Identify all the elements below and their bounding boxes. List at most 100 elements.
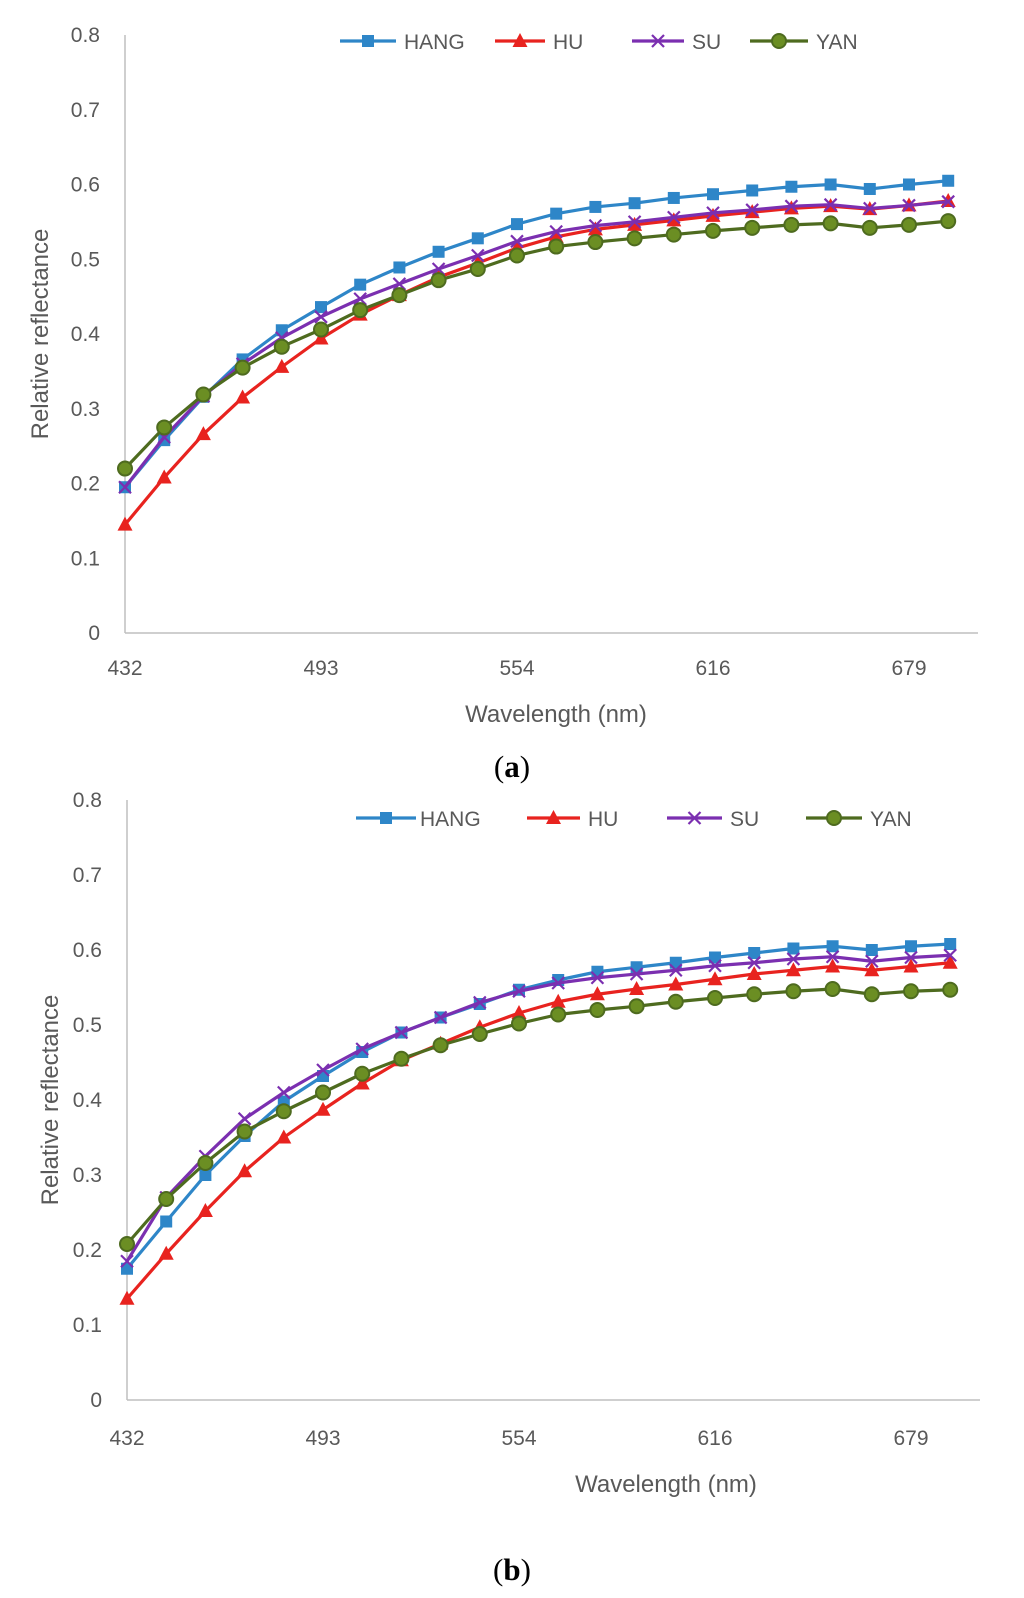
chart-b-hu-point bbox=[903, 958, 919, 973]
chart-b-hu-point bbox=[942, 954, 958, 969]
chart-a-legend-label-hang: HANG bbox=[404, 31, 465, 54]
chart-b-yan-point bbox=[471, 1026, 488, 1042]
chart-b-y-tick-label: 0.4 bbox=[73, 1089, 103, 1112]
chart-a-series-hang-line bbox=[123, 179, 949, 489]
chart-b-su-point bbox=[551, 976, 565, 990]
chart-b-legend-marker-hu bbox=[546, 810, 561, 824]
chart-a-su-point bbox=[353, 292, 367, 306]
chart-b-hang-point bbox=[905, 940, 917, 953]
chart-a-su-point bbox=[431, 262, 446, 276]
chart-a-yan-point bbox=[509, 247, 525, 264]
chart-a-yan-point bbox=[548, 238, 565, 255]
chart-b-yan-point bbox=[746, 986, 763, 1003]
chart-b: 0 0.1 0.2 0.3 0.4 0.5 0.6 0.7 0.8 432 493 554 616 67… bbox=[37, 789, 980, 1587]
chart-b-legend-label-yan: YAN bbox=[870, 808, 912, 831]
chart-b-legend-label-hu: HU bbox=[588, 808, 618, 831]
chart-b-yan-point bbox=[432, 1037, 449, 1054]
chart-b-hang-point bbox=[944, 938, 957, 950]
chart-a-yan-point bbox=[744, 219, 761, 236]
chart-a-legend-marker-hang bbox=[362, 35, 374, 47]
chart-b-panel-letter: b bbox=[503, 1552, 520, 1587]
chart-a-y-axis-title: Relative reflectance bbox=[27, 229, 54, 440]
chart-a: 0 0.1 0.2 0.3 0.4 0.5 0.6 0.7 0.8 432 493 554 616 67… bbox=[27, 24, 978, 784]
chart-a-y-tick-label: 0 bbox=[88, 622, 100, 645]
chart-a-yan-point bbox=[901, 216, 917, 233]
chart-a-su-point bbox=[471, 248, 485, 263]
chart-b-su-point bbox=[277, 1085, 291, 1100]
chart-a-y-tick-label: 0.2 bbox=[71, 473, 100, 496]
chart-a-su-point bbox=[902, 198, 916, 213]
chart-a-hang-point bbox=[863, 182, 876, 195]
chart-a-legend-item-yan: YAN bbox=[750, 31, 858, 54]
chart-a-legend-item-hang: HANG bbox=[340, 31, 465, 54]
chart-a-su-point bbox=[314, 310, 328, 324]
chart-a-yan-point bbox=[234, 359, 251, 376]
chart-a-yan-point bbox=[705, 222, 721, 239]
chart-b-series-yan bbox=[119, 981, 959, 1252]
chart-a-hang-point bbox=[667, 191, 680, 204]
chart-b-hu-point bbox=[825, 958, 841, 973]
chart-b-yan-point bbox=[119, 1236, 135, 1252]
chart-b-hu-point bbox=[158, 1245, 174, 1260]
chart-a-hu-point bbox=[666, 212, 682, 227]
chart-b-su-point bbox=[825, 949, 840, 964]
chart-b-hang-point bbox=[865, 944, 878, 956]
chart-a-hu-point bbox=[548, 228, 564, 243]
chart-b-yan-point bbox=[197, 1155, 214, 1171]
chart-a-su-point bbox=[941, 194, 955, 209]
chart-a-hang-point bbox=[511, 218, 523, 231]
chart-a-hang-point bbox=[315, 301, 327, 314]
chart-b-su-point bbox=[473, 995, 487, 1010]
chart-b-su-point bbox=[237, 1111, 252, 1126]
chart-a-y-tick-label: 0.1 bbox=[71, 547, 100, 570]
chart-a-hang-point bbox=[471, 232, 484, 245]
chart-b-legend-item-hu: HU bbox=[527, 808, 618, 831]
chart-b-legend-item-hang: HANG bbox=[356, 808, 481, 831]
chart-b-hang-point bbox=[630, 961, 643, 974]
chart-a-legend-label-yan: YAN bbox=[816, 31, 858, 54]
chart-b-yan-point bbox=[667, 993, 684, 1010]
chart-a-yan-point bbox=[313, 321, 329, 338]
chart-a-su-point bbox=[627, 215, 642, 229]
chart-b-yan-point bbox=[628, 998, 645, 1015]
chart-a-legend-label-hu: HU bbox=[553, 31, 583, 54]
chart-a-x-tick-label: 616 bbox=[695, 657, 730, 680]
chart-b-su-point bbox=[355, 1042, 369, 1056]
chart-a-yan-point bbox=[861, 219, 878, 236]
chart-a-legend-marker-yan bbox=[771, 33, 787, 49]
chart-a-hu-point bbox=[705, 207, 721, 222]
chart-b-hu-point bbox=[550, 993, 566, 1008]
chart-a-hang-point bbox=[746, 184, 759, 197]
chart-b-series-su bbox=[120, 948, 957, 1269]
chart-b-yan-point bbox=[393, 1050, 410, 1067]
chart-b-yan-point bbox=[903, 983, 919, 1000]
chart-a-series-hu-line bbox=[123, 199, 949, 526]
chart-b-y-tick-label: 0.5 bbox=[73, 1014, 102, 1037]
chart-a-su-point bbox=[706, 206, 720, 220]
chart-b-su-point bbox=[316, 1063, 330, 1077]
chart-b-hu-point bbox=[707, 971, 723, 986]
chart-a-yan-point bbox=[352, 302, 369, 319]
chart-a-hang-point bbox=[354, 278, 367, 291]
chart-a-hu-point bbox=[156, 469, 172, 484]
chart-b-yan-point bbox=[158, 1191, 175, 1207]
chart-a-legend-item-su: SU bbox=[632, 31, 721, 54]
chart-a-series-yan-line bbox=[123, 219, 949, 470]
chart-b-y-tick-label: 0.6 bbox=[73, 939, 102, 962]
chart-a-y-tick-label: 0.8 bbox=[71, 24, 100, 47]
chart-a-yan-point bbox=[783, 216, 800, 233]
chart-b-hu-point bbox=[785, 962, 801, 977]
chart-a-hang-point bbox=[942, 174, 955, 187]
chart-a-su-point bbox=[667, 210, 681, 225]
chart-a-su-point bbox=[549, 224, 563, 239]
chart-a-legend-marker-su bbox=[651, 34, 665, 48]
chart-b-su-point bbox=[708, 958, 722, 973]
chart-a-hang-point bbox=[550, 207, 563, 220]
chart-b-su-point bbox=[865, 954, 879, 969]
chart-a-x-tick-label: 554 bbox=[499, 657, 534, 680]
chart-b-yan-point bbox=[785, 983, 802, 1000]
chart-b-legend-item-yan: YAN bbox=[806, 808, 912, 831]
chart-a-y-tick-label: 0.5 bbox=[71, 248, 100, 271]
chart-b-legend-marker-yan bbox=[826, 810, 842, 826]
